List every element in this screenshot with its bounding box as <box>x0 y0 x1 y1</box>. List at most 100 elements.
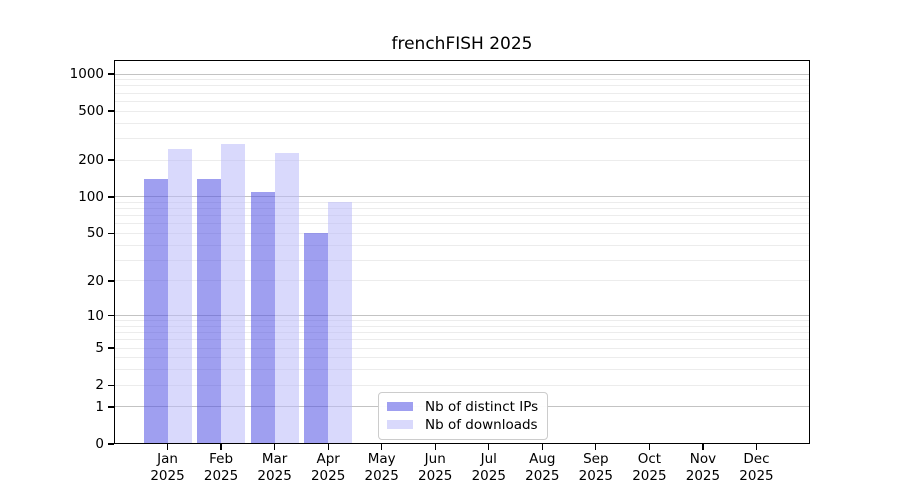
gridline-minor <box>114 357 810 359</box>
gridline-minor <box>114 280 810 282</box>
bar-jan-downloads <box>167 149 192 444</box>
chart-title: frenchFISH 2025 <box>391 34 533 54</box>
y-axis-tick <box>108 232 114 235</box>
x-tick-label-dec: Dec 2025 <box>724 451 788 485</box>
x-axis-tick <box>755 444 758 450</box>
gridline-minor <box>114 208 810 210</box>
x-tick-year: 2025 <box>310 468 346 484</box>
gridline-minor <box>114 347 810 349</box>
legend: Nb of distinct IPs Nb of downloads <box>378 392 549 440</box>
x-axis-tick <box>220 444 222 450</box>
y-tick-label: 50 <box>86 225 104 242</box>
x-tick-year: 2025 <box>257 468 292 484</box>
y-tick-label: 100 <box>78 188 104 205</box>
y-axis-tick <box>108 406 114 408</box>
gridline-minor <box>114 332 810 334</box>
y-axis-tick <box>108 196 114 198</box>
legend-swatch-distinct-ips <box>387 402 413 411</box>
y-tick-label: 0 <box>95 436 104 452</box>
x-tick-label-oct: Oct 2025 <box>617 451 681 485</box>
y-axis-tick <box>108 443 114 445</box>
y-tick-label: 20 <box>86 272 104 289</box>
bar-mar-downloads <box>274 153 299 444</box>
x-tick-label-jul: Jul 2025 <box>457 451 521 485</box>
x-tick-month: May <box>367 451 396 467</box>
x-tick-label-aug: Aug 2025 <box>510 451 574 485</box>
y-axis-tick <box>108 314 114 317</box>
y-axis-tick <box>108 347 114 349</box>
gridline-minor <box>114 100 810 102</box>
gridline-minor <box>114 92 810 94</box>
bar-feb-downloads <box>221 144 246 444</box>
x-tick-year: 2025 <box>418 468 453 484</box>
bar-jan-distinct-ips <box>143 178 168 444</box>
y-tick-label: 10 <box>86 307 104 324</box>
x-tick-month: Apr <box>316 451 340 467</box>
x-tick-label-jan: Jan 2025 <box>136 451 200 485</box>
plot-area: 1000 500 200 100 50 20 10 5 2 1 0 Jan 2025 Feb 2025 Mar… <box>70 60 810 484</box>
x-tick-year: 2025 <box>739 468 774 484</box>
gridline-major <box>114 196 810 198</box>
gridline-minor <box>114 244 810 246</box>
gridline-minor <box>114 79 810 81</box>
y-axis-tick <box>108 280 114 282</box>
gridline-minor <box>114 137 810 139</box>
y-tick-label: 5 <box>95 340 104 357</box>
x-tick-year: 2025 <box>364 468 399 484</box>
gridline-major <box>114 73 810 75</box>
x-axis-tick <box>434 444 436 450</box>
legend-label-downloads: Nb of downloads <box>425 416 538 433</box>
x-tick-month: Jun <box>424 451 446 467</box>
gridline-minor <box>114 223 810 225</box>
gridline-minor <box>114 325 810 327</box>
x-tick-month: Jul <box>480 451 497 467</box>
legend-swatch-downloads <box>387 420 413 429</box>
gridline-minor <box>114 369 810 371</box>
x-tick-year: 2025 <box>685 468 721 484</box>
x-axis-tick <box>488 444 490 450</box>
bar-feb-distinct-ips <box>197 178 222 444</box>
x-tick-year: 2025 <box>632 468 667 484</box>
bar-mar-distinct-ips <box>250 191 275 444</box>
x-tick-label-feb: Feb 2025 <box>189 451 253 485</box>
x-tick-label-apr: Apr 2025 <box>296 451 360 485</box>
gridline-minor <box>114 339 810 341</box>
x-tick-month: Nov <box>689 451 717 467</box>
y-axis-tick <box>108 110 114 112</box>
gridline-minor <box>114 159 810 161</box>
gridline-minor <box>114 320 810 322</box>
x-tick-year: 2025 <box>525 468 560 484</box>
gridline-minor <box>114 85 810 87</box>
legend-item: Nb of distinct IPs <box>387 398 538 415</box>
gridline-minor <box>114 215 810 217</box>
bar-apr-distinct-ips <box>304 233 329 444</box>
x-tick-month: Mar <box>261 451 288 467</box>
x-axis-tick <box>166 444 169 450</box>
x-tick-month: Sep <box>583 451 609 467</box>
x-axis-tick <box>648 444 651 450</box>
x-tick-year: 2025 <box>578 468 614 484</box>
x-tick-label-nov: Nov 2025 <box>671 451 735 485</box>
gridline-minor <box>114 384 810 386</box>
bar-apr-downloads <box>328 202 353 444</box>
x-tick-month: Oct <box>637 451 662 467</box>
legend-label-distinct-ips: Nb of distinct IPs <box>425 398 539 415</box>
x-tick-label-may: May 2025 <box>350 451 414 485</box>
gridline-minor <box>114 201 810 203</box>
y-axis-tick <box>108 73 114 75</box>
y-tick-label: 200 <box>78 152 104 168</box>
x-axis-tick <box>273 444 276 450</box>
y-tick-label: 1 <box>95 398 104 415</box>
y-axis-tick <box>108 159 114 161</box>
x-axis-tick <box>702 444 704 450</box>
gridline-major <box>114 315 810 317</box>
x-tick-month: Aug <box>529 451 556 467</box>
x-tick-year: 2025 <box>203 468 239 484</box>
legend-item: Nb of downloads <box>387 416 538 433</box>
x-axis-tick <box>595 444 597 450</box>
x-tick-month: Feb <box>209 451 234 467</box>
y-tick-label: 500 <box>78 103 104 120</box>
gridline-minor <box>114 232 810 234</box>
y-tick-label: 2 <box>95 377 104 394</box>
